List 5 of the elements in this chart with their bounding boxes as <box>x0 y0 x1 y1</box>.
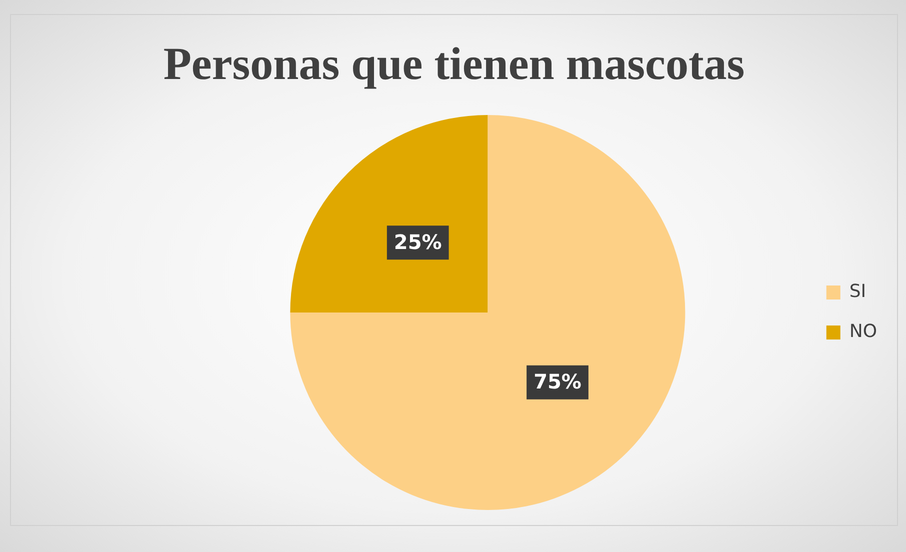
legend-label: SI <box>849 281 866 302</box>
data-label: 75% <box>534 370 582 394</box>
chart-title: Personas que tienen mascotas <box>162 37 746 90</box>
data-label: 25% <box>394 230 442 254</box>
legend-label: NO <box>849 321 878 342</box>
